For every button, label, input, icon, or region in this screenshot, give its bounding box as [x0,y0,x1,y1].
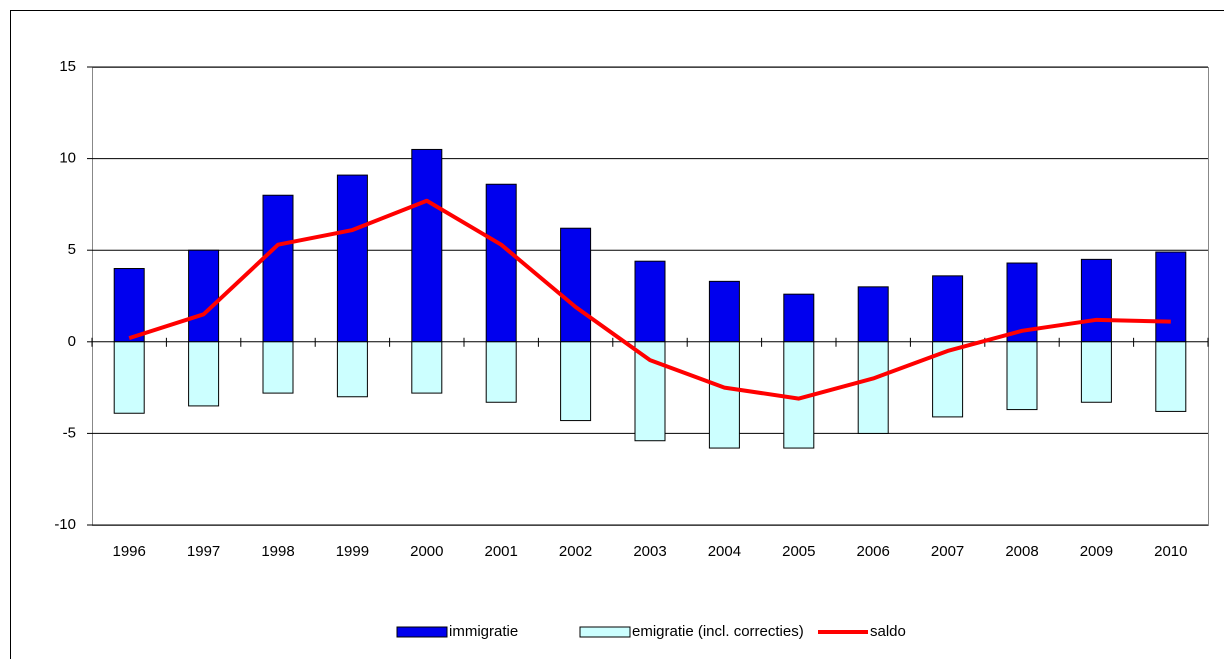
y-tick-label: 5 [68,241,76,258]
y-tick-label: -10 [54,516,76,533]
legend-label: immigratie [449,623,518,640]
bar [1081,342,1111,402]
x-tick-label: 1999 [336,543,369,560]
bar [412,342,442,393]
x-tick-label: 2009 [1080,543,1113,560]
x-tick-label: 1996 [113,543,146,560]
x-tick-label: 2004 [708,543,741,560]
y-tick-label: 15 [59,58,76,75]
x-tick-label: 2010 [1154,543,1187,560]
bar [412,149,442,341]
x-tick-label: 2008 [1005,543,1038,560]
y-tick-label: 10 [59,150,76,167]
bar [263,342,293,393]
x-tick-label: 2002 [559,543,592,560]
x-tick-label: 1997 [187,543,220,560]
x-tick-label: 2005 [782,543,815,560]
bar [1081,259,1111,341]
bar [1156,252,1186,342]
bar [337,175,367,342]
legend-swatch [397,627,447,637]
bar [635,342,665,441]
bar [858,287,888,342]
bar [486,342,516,402]
bar [561,342,591,421]
bar [114,269,144,342]
bar [189,342,219,406]
bar [709,281,739,341]
legend-swatch [580,627,630,637]
y-tick-label: 0 [68,333,76,350]
x-tick-label: 2001 [485,543,518,560]
bar [1156,342,1186,412]
x-tick-label: 2000 [410,543,443,560]
legend-label: saldo [870,623,906,640]
bar [933,276,963,342]
bar [486,184,516,342]
y-tick-label: -5 [63,424,76,441]
x-tick-label: 2007 [931,543,964,560]
bar [561,228,591,342]
bar [635,261,665,342]
bar [858,342,888,434]
x-tick-label: 1998 [261,543,294,560]
bar [189,250,219,342]
bar [337,342,367,397]
bar [1007,342,1037,410]
bar [784,294,814,342]
x-tick-label: 2006 [857,543,890,560]
bar [709,342,739,448]
legend-label: emigratie (incl. correcties) [632,623,804,640]
x-tick-label: 2003 [633,543,666,560]
bar [114,342,144,413]
bar [263,195,293,342]
